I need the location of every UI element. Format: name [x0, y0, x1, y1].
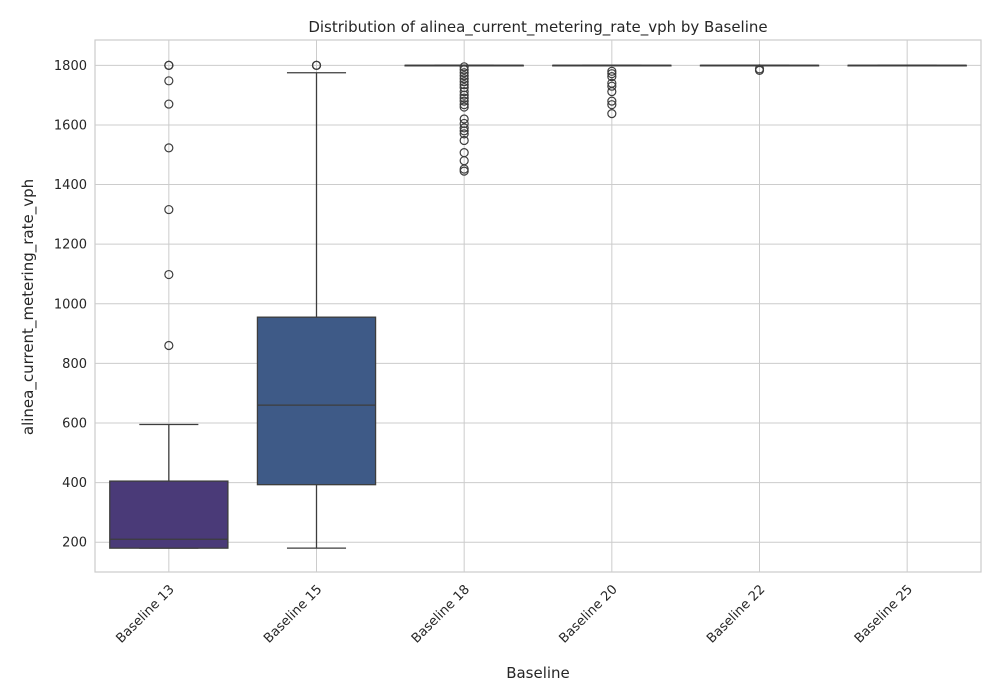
- box-group: [109, 60, 229, 549]
- outlier-point: [607, 72, 617, 82]
- y-tick-label: 600: [62, 416, 87, 431]
- outlier-point: [754, 65, 765, 76]
- outlier-point: [459, 71, 469, 81]
- x-tick-label: Baseline 25: [852, 582, 916, 646]
- box-group: [404, 62, 524, 176]
- outlier-point: [459, 135, 469, 146]
- box-iqr: [256, 316, 377, 486]
- x-tick-label: Baseline 13: [113, 582, 177, 646]
- outlier-point: [311, 60, 322, 70]
- outlier-point: [607, 69, 617, 79]
- outlier-point: [164, 60, 174, 70]
- y-tick-label: 1400: [54, 178, 87, 193]
- y-tick-label: 1600: [54, 118, 87, 133]
- y-tick-label: 400: [62, 476, 87, 491]
- x-tick-label: Baseline 15: [261, 582, 325, 646]
- outlier-point: [459, 129, 469, 139]
- outlier-point: [459, 166, 469, 176]
- box-iqr: [109, 480, 229, 549]
- outlier-point: [164, 340, 174, 351]
- outlier-point: [607, 100, 617, 110]
- outlier-point: [607, 96, 617, 106]
- y-axis-label: alinea_current_metering_rate_vph: [19, 179, 38, 435]
- outlier-point: [459, 62, 469, 72]
- outlier-point: [164, 204, 174, 215]
- outlier-point: [607, 81, 617, 91]
- outlier-point: [459, 74, 469, 84]
- box-group: [847, 64, 967, 67]
- x-axis-label: Baseline: [506, 664, 570, 682]
- y-tick-label: 800: [62, 357, 87, 372]
- box-group: [552, 64, 672, 119]
- outlier-point: [459, 86, 469, 97]
- outlier-point: [607, 109, 617, 119]
- outlier-point: [459, 102, 469, 112]
- outlier-point: [607, 86, 617, 97]
- plot-frame: [94, 39, 982, 573]
- x-axis-ticks: Baseline 13 Baseline 15 Baseline 18 Baselin…: [113, 582, 916, 646]
- outlier-point: [459, 123, 469, 133]
- outlier-point: [459, 68, 469, 78]
- outlier-point: [164, 99, 174, 109]
- y-tick-label: 1200: [54, 238, 87, 253]
- box-group: [699, 64, 820, 76]
- outlier-point: [459, 100, 469, 110]
- y-tick-label: 200: [62, 536, 87, 551]
- chart-title: Distribution of alinea_current_metering_…: [308, 18, 767, 37]
- outlier-point: [164, 269, 174, 280]
- outlier-point: [164, 143, 174, 153]
- box-plots: [109, 60, 967, 549]
- y-axis-ticks: 200 400 600 800 1000 1200 1400 1600 1800: [54, 59, 87, 551]
- x-tick-label: Baseline 22: [704, 582, 768, 646]
- outlier-point: [607, 66, 617, 76]
- x-tick-label: Baseline 18: [409, 582, 473, 646]
- outlier-point: [459, 114, 469, 124]
- outlier-point: [459, 80, 469, 90]
- y-tick-label: 1800: [54, 59, 87, 74]
- outlier-point: [459, 65, 469, 75]
- outlier-point: [459, 96, 469, 106]
- outlier-point: [459, 77, 469, 87]
- outlier-point: [459, 93, 469, 103]
- outlier-point: [459, 90, 469, 100]
- outlier-point: [164, 76, 174, 86]
- x-tick-label: Baseline 20: [556, 582, 620, 646]
- box-group: [256, 60, 377, 549]
- y-tick-label: 1000: [54, 297, 87, 312]
- outlier-point: [459, 126, 469, 136]
